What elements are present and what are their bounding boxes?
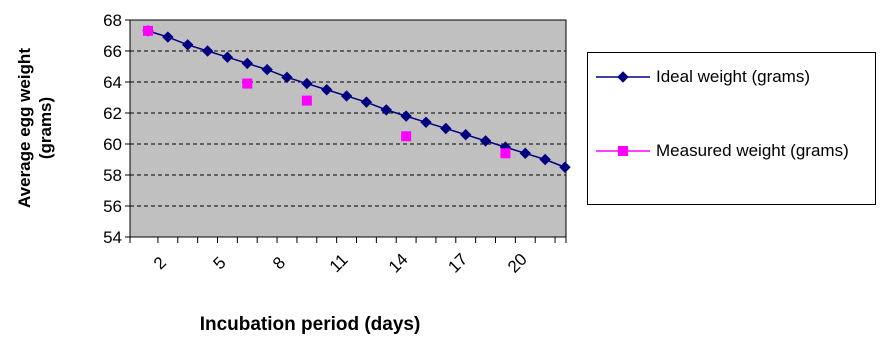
data-point — [143, 25, 153, 36]
data-point — [539, 153, 551, 166]
y-axis-title: Average egg weight (grams) — [15, 48, 55, 208]
data-point — [221, 51, 234, 63]
plot-area — [130, 20, 566, 237]
y-tick-label: 60 — [103, 135, 122, 154]
y-tick-label: 68 — [103, 11, 122, 30]
x-tick-label: 8 — [269, 253, 289, 273]
legend-entry: Ideal weight (grams) — [594, 66, 856, 88]
data-point — [340, 90, 353, 102]
plot-border — [129, 19, 567, 238]
data-point — [360, 96, 373, 108]
x-tick-label: 14 — [385, 250, 412, 277]
x-tick-label: 2 — [150, 253, 170, 273]
y-tick-label: 64 — [103, 73, 122, 92]
legend-entry: Measured weight (grams) — [594, 140, 856, 162]
data-point — [301, 77, 313, 90]
y-tick-label: 56 — [103, 197, 122, 216]
legend: Ideal weight (grams) Measured weight (gra… — [587, 52, 876, 205]
x-axis-title: Incubation period (days) — [200, 314, 421, 335]
legend-marker — [617, 71, 629, 83]
x-tick-label: 11 — [326, 250, 352, 276]
legend-key — [596, 146, 650, 156]
x-tick-label: 20 — [504, 250, 531, 277]
data-point — [440, 122, 452, 135]
data-point — [400, 110, 412, 122]
data-point — [281, 71, 293, 84]
data-point — [519, 147, 531, 160]
y-tick-label: 62 — [103, 104, 122, 123]
data-point — [321, 84, 333, 96]
data-point — [479, 135, 492, 147]
y-tick-label: 58 — [103, 166, 122, 185]
data-point — [500, 148, 511, 159]
legend-key — [596, 71, 650, 83]
data-point — [380, 104, 392, 116]
legend-marker — [618, 146, 628, 156]
y-tick-label: 54 — [103, 228, 122, 247]
data-point — [201, 45, 214, 57]
series-line — [147, 30, 566, 168]
data-point — [162, 31, 174, 43]
data-point — [241, 57, 253, 70]
x-tick-label: 5 — [209, 253, 229, 273]
data-point — [301, 95, 312, 106]
data-point — [401, 131, 412, 142]
legend-label: Measured weight (grams) — [656, 141, 849, 160]
data-point — [261, 63, 273, 76]
data-point — [559, 161, 571, 173]
y-tick-label: 66 — [103, 42, 122, 61]
x-tick-label: 17 — [444, 250, 471, 277]
data-point — [420, 116, 432, 129]
data-point — [182, 39, 194, 51]
data-point — [460, 128, 472, 141]
legend-label: Ideal weight (grams) — [656, 67, 811, 86]
data-point — [242, 78, 253, 89]
